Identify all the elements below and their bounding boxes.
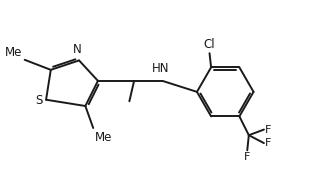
Text: Me: Me bbox=[5, 46, 22, 59]
Text: F: F bbox=[265, 125, 272, 135]
Text: Cl: Cl bbox=[204, 38, 215, 51]
Text: Me: Me bbox=[95, 131, 112, 143]
Text: N: N bbox=[73, 43, 82, 56]
Text: F: F bbox=[244, 152, 251, 162]
Text: HN: HN bbox=[152, 62, 169, 75]
Text: F: F bbox=[265, 138, 272, 148]
Text: S: S bbox=[36, 94, 43, 107]
